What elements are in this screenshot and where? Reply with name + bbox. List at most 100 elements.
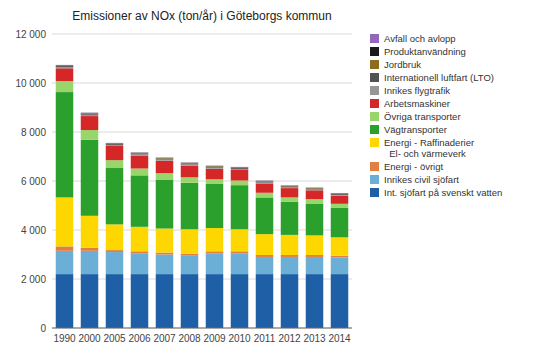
legend-label: Produktanvändning xyxy=(384,46,466,57)
bar-segment xyxy=(81,140,99,216)
legend-swatch xyxy=(370,162,379,171)
bar-segment xyxy=(281,255,299,257)
bar-segment xyxy=(156,253,174,255)
bar-segment xyxy=(306,204,324,236)
bar-segment xyxy=(256,197,274,234)
bar-segment xyxy=(131,154,149,155)
legend-swatch xyxy=(370,86,379,95)
bar-segment xyxy=(256,274,274,328)
legend-label: Arbetsmaskiner xyxy=(384,98,450,109)
bar-segment xyxy=(181,162,199,163)
bar-segment xyxy=(331,194,349,196)
legend-label-line: El- och värmeverk xyxy=(384,148,466,159)
legend-label: Vägtransporter xyxy=(384,124,447,135)
bar-segment xyxy=(181,254,199,256)
legend-label: Jordbruk xyxy=(384,59,421,70)
bar-segment xyxy=(131,152,149,153)
bar-segment xyxy=(331,196,349,204)
bar-segment xyxy=(56,274,74,328)
legend-swatch xyxy=(370,34,379,43)
bar-segment xyxy=(131,152,149,153)
x-tick-label: 2005 xyxy=(103,333,126,344)
bar-segment xyxy=(206,228,224,251)
legend-label: Energi - Raffinaderier El- och värmeverk xyxy=(384,137,474,159)
legend-swatch xyxy=(370,188,379,197)
bar-segment xyxy=(306,188,324,189)
bar-segment xyxy=(56,64,74,65)
bar-segment xyxy=(206,168,224,169)
bar-segment xyxy=(231,168,249,169)
bar-segment xyxy=(306,235,324,255)
bar-segment xyxy=(281,202,299,235)
bar-segment xyxy=(231,169,249,170)
bar-segment xyxy=(131,156,149,169)
bar-segment xyxy=(81,116,99,130)
legend-label: Inrikes civil sjöfart xyxy=(384,174,459,185)
x-tick-label: 2000 xyxy=(78,333,101,344)
legend-swatch xyxy=(370,47,379,56)
bar-segment xyxy=(106,146,124,160)
bar-segment xyxy=(156,180,174,229)
bar-segment xyxy=(331,192,349,193)
bar-segment xyxy=(231,170,249,181)
bar-segment xyxy=(206,251,224,253)
bar-segment xyxy=(156,160,174,161)
bar-segment xyxy=(131,253,149,274)
legend-label: Internationell luftfart (LTO) xyxy=(384,72,494,83)
bar-segment xyxy=(56,92,74,197)
grid-line xyxy=(52,34,352,35)
bar-segment xyxy=(106,274,124,328)
bar-segment xyxy=(106,143,124,144)
grid xyxy=(52,34,352,328)
grid-line xyxy=(52,328,352,329)
legend-label-line: Produktanvändning xyxy=(384,46,466,57)
bar-segment xyxy=(231,167,249,168)
bar-segment xyxy=(106,168,124,224)
bar-segment xyxy=(231,251,249,253)
bar-segment xyxy=(156,161,174,173)
bar-segment xyxy=(281,185,299,186)
bar-segment xyxy=(131,251,149,253)
bar-segment xyxy=(206,184,224,228)
bar-segment xyxy=(81,112,99,113)
bar-segment xyxy=(281,185,299,186)
bar-segment xyxy=(281,186,299,188)
bar-segment xyxy=(331,204,349,208)
bar-segment xyxy=(56,67,74,68)
x-tick-label: 1990 xyxy=(53,333,76,344)
bar-segment xyxy=(181,163,199,164)
bar-segment xyxy=(156,274,174,328)
bar-segment xyxy=(106,224,124,250)
bar-segment xyxy=(156,255,174,275)
bar-segment xyxy=(81,112,99,113)
bar-segment xyxy=(56,65,74,66)
bar-segment xyxy=(56,65,74,67)
legend-swatch xyxy=(370,138,379,147)
y-tick-label: 0 xyxy=(40,323,46,334)
bar-segment xyxy=(281,188,299,197)
bar-segment xyxy=(206,274,224,328)
x-tick-label: 2006 xyxy=(128,333,151,344)
bar-segment xyxy=(106,143,124,144)
legend-swatch xyxy=(370,175,379,184)
legend-label: Int. sjöfart på svenskt vatten xyxy=(384,187,502,198)
y-tick-label: 2 000 xyxy=(21,274,46,285)
bar-segment xyxy=(56,66,74,68)
legend-label-line: Int. sjöfart på svenskt vatten xyxy=(384,187,502,198)
legend-label-line: Avfall och avlopp xyxy=(384,33,456,44)
x-tick-label: 2014 xyxy=(328,333,351,344)
bar-segment xyxy=(256,180,274,181)
bar-segment xyxy=(331,193,349,195)
bar-segment xyxy=(306,189,324,191)
bar-segment xyxy=(81,114,99,115)
bar-segment xyxy=(206,253,224,274)
legend-label-line: Energi - övrigt xyxy=(384,161,443,172)
legend-swatch xyxy=(370,99,379,108)
bar-segment xyxy=(131,227,149,252)
bar-segment xyxy=(331,257,349,274)
bar-segment xyxy=(256,182,274,184)
bar-segment xyxy=(256,257,274,274)
bar-segment xyxy=(206,165,224,166)
bar-segment xyxy=(306,187,324,188)
y-tick-label: 12 000 xyxy=(15,29,46,40)
